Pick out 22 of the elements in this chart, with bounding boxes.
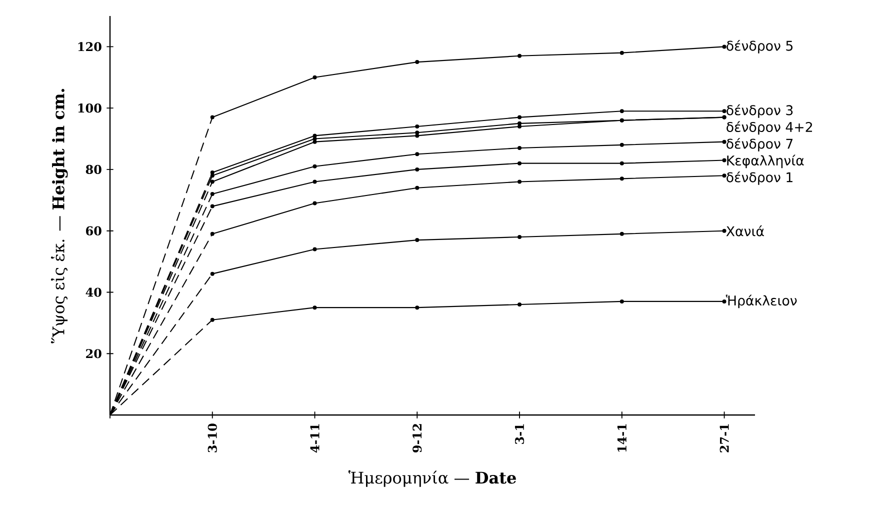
series-label: Ἡράκλειον [726,294,797,308]
x-tick-label: 9-12 [412,424,422,452]
x-tick-label: 14-1 [617,424,626,452]
series-label: δένδρον 7 [726,138,793,152]
y-tick-label: 100 [78,104,102,113]
series-label: δένδρον 1 [726,171,792,185]
series-label: Κεφαλληνία [727,154,804,168]
y-tick-label: 40 [86,288,102,297]
x-tick-label: 27-1 [720,424,729,452]
series-label: δένδρον 5 [726,40,792,54]
y-tick-label: 80 [86,164,102,174]
series-label: Χανιά [726,225,764,236]
y-tick-label: 60 [86,226,102,236]
y-tick-label: 120 [78,42,102,52]
x-axis-title: Ἡμερομηνία — Date [348,470,516,487]
y-tick-label: 20 [86,349,102,358]
x-tick-label: 4-11 [310,424,320,453]
y-axis-title: Ὕψος εἰς ἑκ. — Height in cm. [50,88,68,344]
series-label: δένδρον 4+2 [726,121,812,135]
x-tick-label: 3-1 [514,424,524,444]
x-tick-label: 3-10 [208,424,217,452]
series-label: δένδρον 3 [726,104,793,118]
